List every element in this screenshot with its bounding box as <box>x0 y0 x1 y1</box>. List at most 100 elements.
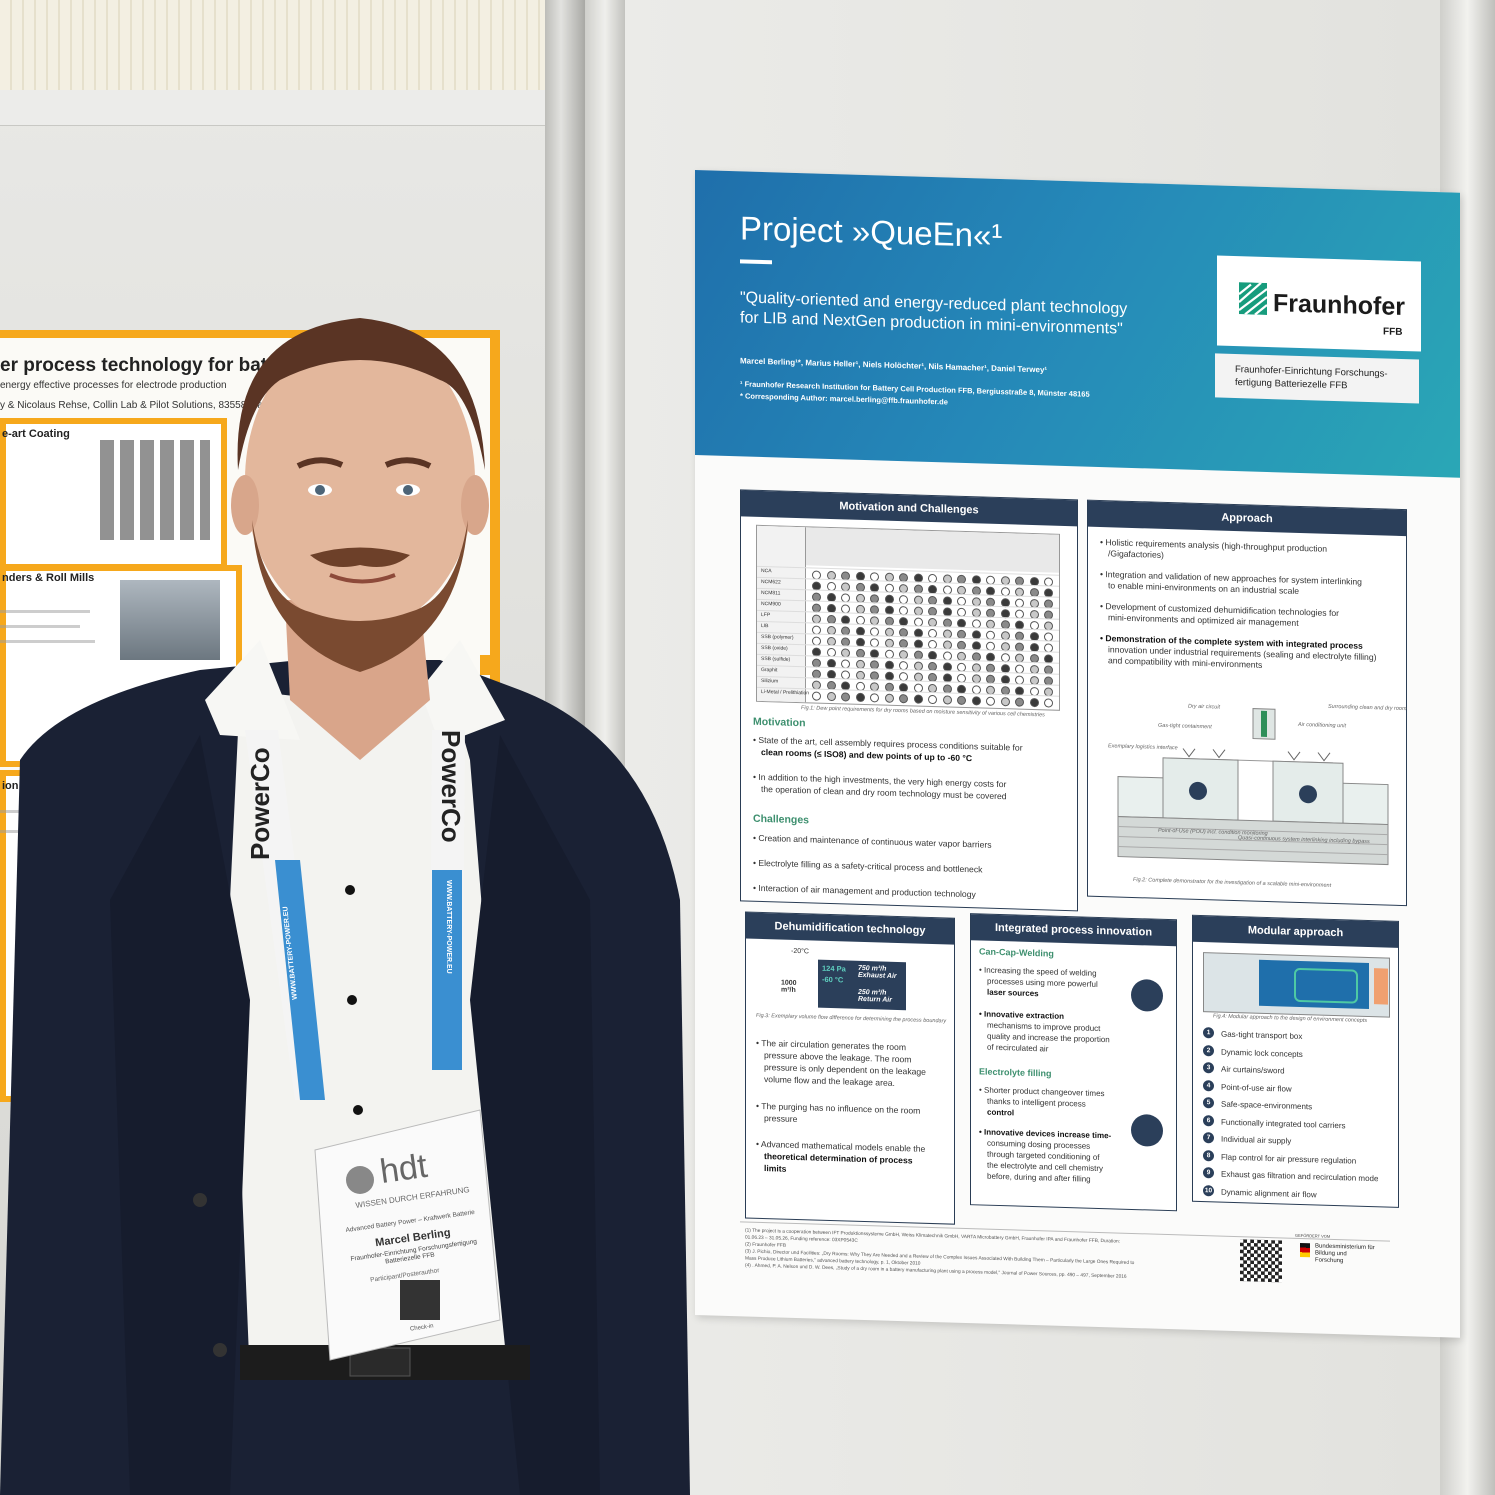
list-number-badge: 8 <box>1203 1149 1214 1161</box>
modular-feature-list: 1 Gas-tight transport box 2 Dynamic lock co… <box>1203 1026 1393 1199</box>
list-item-label: Functionally integrated tool carriers <box>1221 1117 1346 1130</box>
table-row-label: SSB (oxide) <box>761 644 788 652</box>
list-number-badge: 4 <box>1203 1079 1214 1091</box>
german-eagle-flag-icon <box>1300 1242 1310 1258</box>
list-item-label: Safe-space-environments <box>1221 1099 1313 1112</box>
modular-list-item: 6 Functionally integrated tool carriers <box>1203 1114 1393 1134</box>
list-item-label: Point-of-use air flow <box>1221 1082 1292 1094</box>
table-cell-marker <box>928 694 937 705</box>
modular-list-item: 2 Dynamic lock concepts <box>1203 1044 1393 1064</box>
list-number-badge: 6 <box>1203 1114 1214 1126</box>
list-item-label: Exhaust gas filtration and recirculation… <box>1221 1169 1379 1184</box>
footnote-line: (4) . Ahmed, P. A. Nelson und D. W. Dees… <box>745 1263 1127 1280</box>
list-number-badge: 5 <box>1203 1097 1214 1109</box>
table-cell-marker <box>971 696 981 706</box>
background-poster-machine-image <box>120 580 220 660</box>
modular-list-item: 10 Dynamic alignment air flow <box>1203 1184 1393 1204</box>
bullet-text: laser sources <box>987 987 1039 999</box>
table-cell-marker <box>855 692 865 703</box>
bullet-text: before, during and after filling <box>987 1171 1091 1184</box>
lanyard-brand: PowerCo <box>436 730 466 843</box>
modular-list-item: 1 Gas-tight transport box <box>1203 1026 1393 1046</box>
poster-authors: Marcel Berling¹*, Marius Heller¹, Niels … <box>740 356 1048 375</box>
integrated-process-panel: Integrated process innovation Can-Cap-We… <box>970 913 1177 1212</box>
table-cell-marker <box>826 691 836 702</box>
list-number-badge: 3 <box>1203 1062 1214 1074</box>
background-poster-text-line <box>0 610 90 613</box>
table-cell-marker <box>884 693 894 703</box>
panel-heading: Modular approach <box>1193 915 1398 948</box>
bullet-text: control <box>987 1107 1015 1118</box>
list-number-badge: 2 <box>1203 1044 1214 1056</box>
flow-in-label: 1000 m³/h <box>781 979 797 994</box>
background-poster-section: nders & Roll Mills <box>2 572 95 584</box>
pressure-value: 124 Pa <box>822 963 846 974</box>
research-poster: Project »QueEn«¹ "Quality-oriented and e… <box>695 170 1460 1338</box>
modular-approach-panel: Modular approach Fig.4: Modular approach… <box>1192 914 1399 1208</box>
welding-subheading: Can-Cap-Welding <box>979 946 1054 959</box>
modular-list-item: 7 Individual air supply <box>1203 1131 1393 1151</box>
table-row-label: NCM811 <box>761 589 781 597</box>
table-row-label: NCM900 <box>761 600 781 608</box>
bullet-text: • Electrolyte filling as a safety-critic… <box>753 857 983 875</box>
return-air-label: 250 m³/h Return Air <box>858 988 892 1004</box>
panel-heading: Dehumidification technology <box>746 912 954 945</box>
institution-name: fertigung Batteriezelle FFB <box>1235 377 1348 392</box>
list-number-badge: 1 <box>1203 1027 1214 1039</box>
list-number-badge: 10 <box>1203 1184 1214 1196</box>
list-item-label: Dynamic lock concepts <box>1221 1047 1303 1059</box>
modular-list-item: 4 Point-of-use air flow <box>1203 1079 1393 1099</box>
poster-header: Project »QueEn«¹ "Quality-oriented and e… <box>695 170 1460 478</box>
left-booth-header-band <box>0 85 545 126</box>
background-poster-section: e-art Coating <box>2 428 70 440</box>
filling-subheading: Electrolyte filling <box>979 1066 1052 1079</box>
modular-list-item: 9 Exhaust gas filtration and recirculatio… <box>1203 1166 1393 1186</box>
diagram-label: Dry air circuit <box>1188 703 1221 711</box>
dehumidification-panel: Dehumidification technology -20°C 1000 m… <box>745 911 955 1225</box>
lock-zone <box>1374 968 1388 1005</box>
laser-welding-icon <box>1131 978 1163 1012</box>
demonstrator-diagram <box>1117 708 1389 866</box>
table-cell-marker <box>812 691 821 701</box>
bullet-text: of recirculated air <box>987 1042 1049 1054</box>
dew-point-table: NCA NCM622 NCM811 NCM900 LFP LIB SSB (polymer)… <box>756 524 1060 711</box>
bullet-text: pressure <box>764 1113 798 1125</box>
approach-panel: Approach • Holistic requirements analysi… <box>1087 499 1407 907</box>
funder-label: GEFÖRDERT VOM <box>1295 1232 1331 1239</box>
institution-box: Fraunhofer-Einrichtung Forschungs- ferti… <box>1215 353 1419 404</box>
table-row-label: Silizium <box>761 677 779 685</box>
fraunhofer-logo-icon <box>1239 282 1267 315</box>
table-row-label: Graphit <box>761 666 778 674</box>
table-cell-marker <box>986 696 995 706</box>
modular-list-item: 8 Flap control for air pressure regulatio… <box>1203 1149 1393 1169</box>
background-poster-text-line <box>0 625 80 628</box>
table-cell-marker <box>1029 697 1039 708</box>
table-cell-marker <box>913 694 923 704</box>
table-row-label: Li-Metal / Prelithiation <box>761 688 810 697</box>
bullet-text: /Gigafactories) <box>1108 548 1164 560</box>
table-cell-marker <box>1000 697 1010 707</box>
table-row-label: LIB <box>761 622 769 630</box>
dosing-needle-icon <box>1131 1113 1163 1147</box>
list-item-label: Flap control for air pressure regulation <box>1221 1152 1357 1166</box>
modular-layout-diagram <box>1203 952 1390 1018</box>
table-row-label: SSB (polymer) <box>761 633 794 641</box>
list-item-label: Air curtains/sword <box>1221 1064 1285 1076</box>
background-poster-diagram <box>100 440 210 540</box>
panel-heading: Motivation and Challenges <box>741 490 1077 527</box>
panel-heading: Approach <box>1088 500 1406 537</box>
table-cell-marker <box>942 695 952 705</box>
figure-caption: Fig.3: Exemplary volume flow difference … <box>756 1012 947 1025</box>
table-row-label: SSB (sulfide) <box>761 655 791 663</box>
fraunhofer-unit: FFB <box>1383 326 1403 338</box>
bullet-text: • Creation and maintenance of continuous… <box>753 832 992 850</box>
list-item-label: Individual air supply <box>1221 1134 1292 1146</box>
challenges-subheading: Challenges <box>753 812 810 827</box>
table-cell-marker <box>899 694 908 704</box>
table-cell-marker <box>1015 697 1024 707</box>
badge-org-logo: hdt <box>377 1146 430 1192</box>
figure-caption: Fig.2: Complete demonstrator for the inv… <box>1133 876 1332 889</box>
table-cell-marker <box>870 693 879 703</box>
transport-loop <box>1294 967 1358 1004</box>
lanyard-url: WWW.BATTERY-POWER.EU <box>445 880 452 974</box>
